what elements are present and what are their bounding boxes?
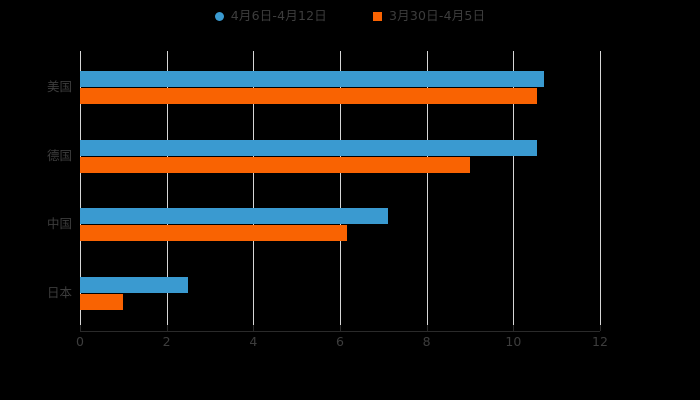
- x-tick-label-8: 8: [422, 334, 431, 349]
- gridline-x-8: [426, 51, 428, 325]
- bar-group: [80, 51, 600, 120]
- x-tick-mark-6: [340, 325, 341, 331]
- legend-label-series-0: 4月6日-4月12日: [230, 8, 327, 23]
- x-tick-mark-10: [513, 325, 515, 331]
- x-tick-label-2: 2: [162, 334, 171, 349]
- x-tick-mark-0: [80, 325, 81, 331]
- y-axis-line: [80, 51, 81, 325]
- bar-美国-series-1[interactable]: [80, 88, 538, 104]
- legend-marker-square-icon: [373, 11, 382, 21]
- legend-label-series-1: 3月30日-4月5日: [389, 8, 486, 23]
- gridline-x-2: [166, 51, 168, 325]
- bar-德国-series-0[interactable]: [80, 139, 538, 156]
- x-tick-label-4: 4: [249, 334, 258, 349]
- chart-legend: 4月6日-4月12日 3月30日-4月5日: [0, 8, 700, 23]
- x-tick-mark-12: [600, 325, 601, 331]
- y-axis-label-日本: 日本: [46, 284, 72, 300]
- x-tick-mark-2: [166, 325, 168, 331]
- plot-area: [80, 51, 601, 326]
- bar-日本-series-0[interactable]: [80, 276, 189, 293]
- bar-group: [80, 188, 600, 257]
- x-tick-label-12: 12: [592, 334, 608, 349]
- x-tick-label-0: 0: [76, 334, 84, 349]
- bar-中国-series-0[interactable]: [80, 208, 388, 224]
- bar-美国-series-0[interactable]: [80, 71, 544, 87]
- legend-item-series-0[interactable]: 4月6日-4月12日: [214, 8, 327, 23]
- y-axis-label-德国: 德国: [46, 147, 72, 163]
- y-axis-label-中国: 中国: [46, 216, 72, 231]
- x-tick-label-6: 6: [336, 334, 344, 349]
- x-tick-label-10: 10: [505, 334, 522, 349]
- legend-marker-circle-icon: [214, 11, 224, 21]
- x-tick-mark-8: [426, 325, 428, 331]
- gridline-x-10: [513, 51, 515, 325]
- y-axis-label-美国: 美国: [46, 79, 72, 94]
- bar-日本-series-1[interactable]: [80, 293, 124, 310]
- gridline-x-12: [600, 51, 601, 325]
- x-tick-mark-4: [253, 325, 255, 331]
- legend-item-series-1[interactable]: 3月30日-4月5日: [373, 8, 486, 23]
- bar-group: [80, 257, 600, 326]
- gridline-x-4: [253, 51, 255, 325]
- bar-德国-series-1[interactable]: [80, 156, 470, 173]
- gridline-x-6: [340, 51, 341, 325]
- bar-group: [80, 120, 600, 189]
- x-axis-line: [80, 331, 600, 332]
- bar-中国-series-1[interactable]: [80, 225, 347, 241]
